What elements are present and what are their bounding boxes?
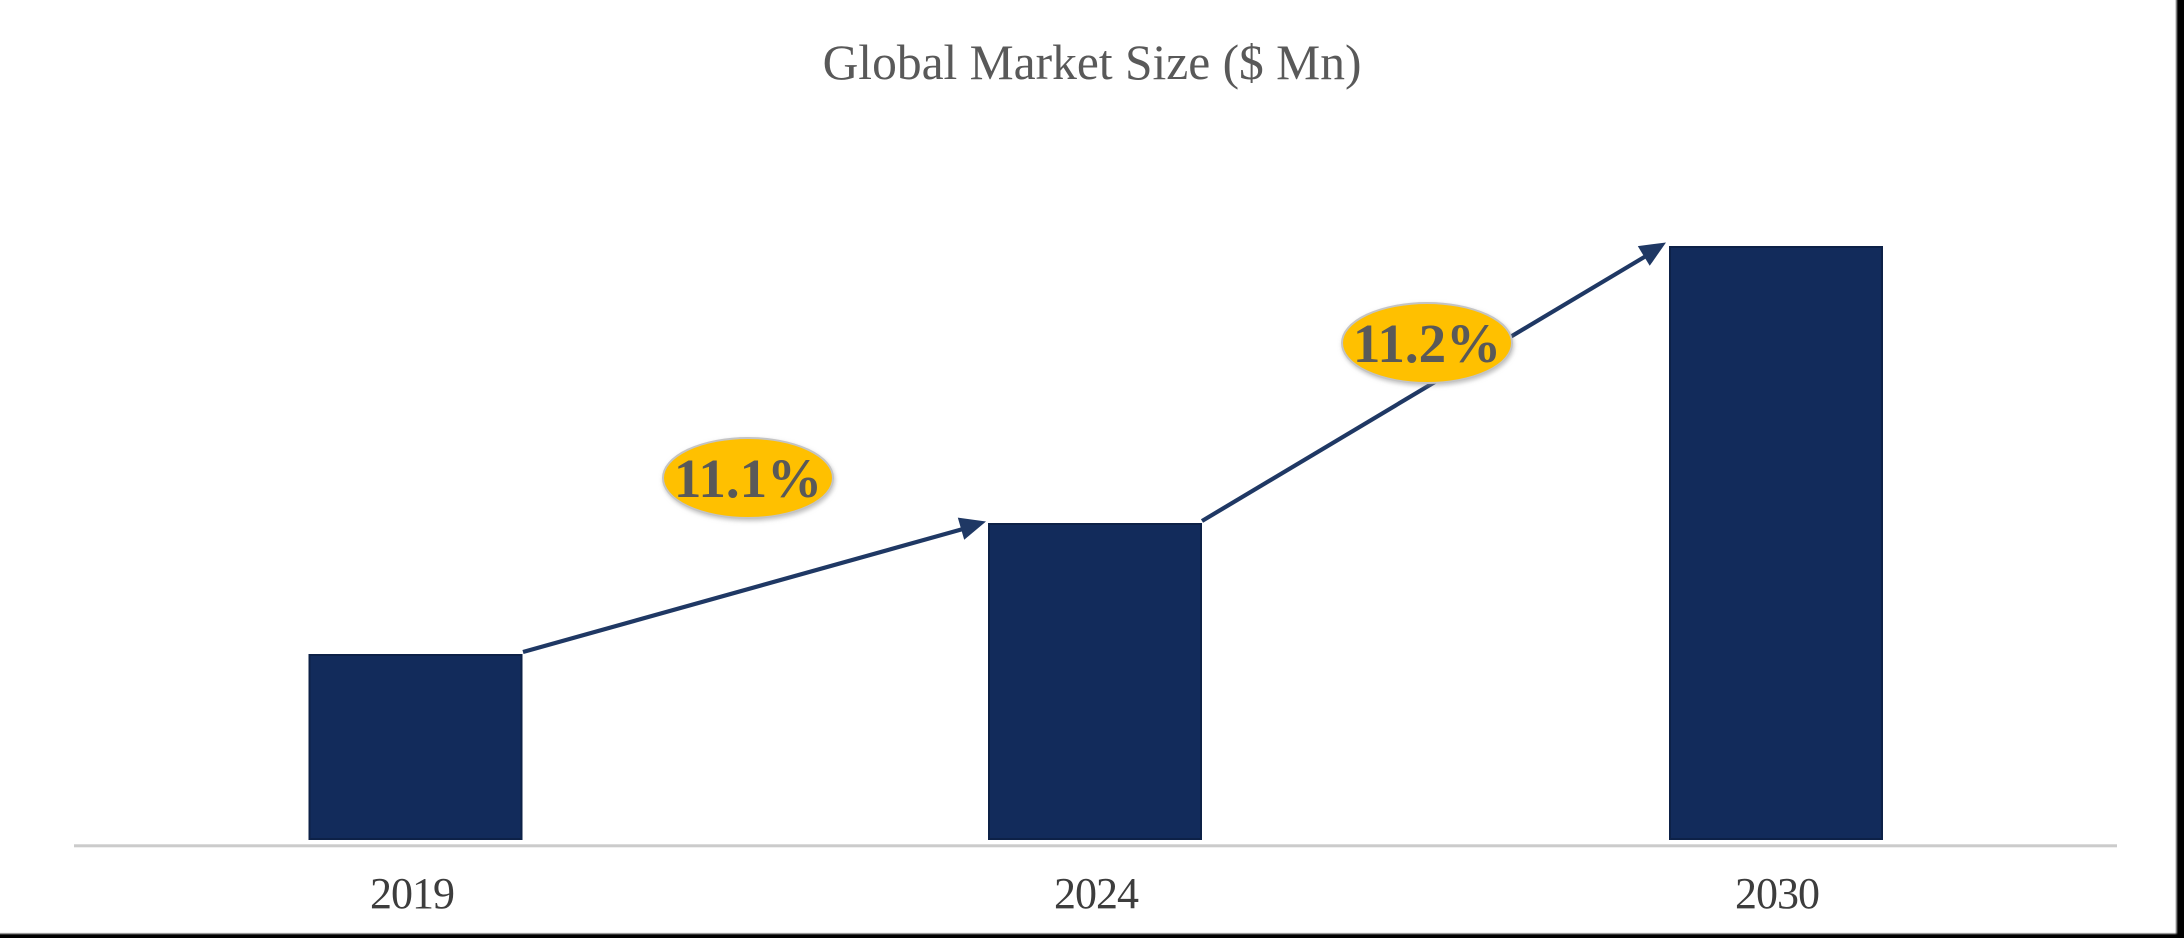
svg-text:Global Market Size ($ Mn): Global Market Size ($ Mn) (823, 35, 1362, 90)
svg-text:11.1%: 11.1% (674, 448, 822, 509)
svg-text:2024: 2024 (1054, 869, 1139, 918)
svg-text:2019: 2019 (370, 869, 454, 918)
svg-text:11.2%: 11.2% (1353, 313, 1501, 374)
svg-text:2030: 2030 (1735, 869, 1819, 918)
